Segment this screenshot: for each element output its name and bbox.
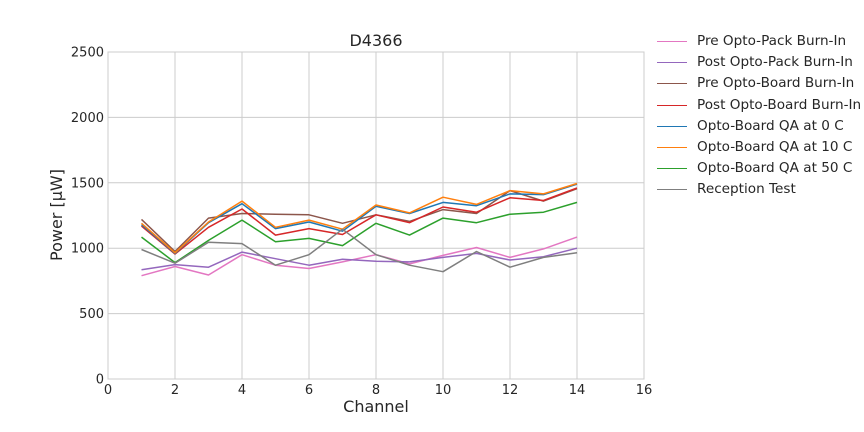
- series-lines: [140, 182, 578, 277]
- series-line-7: [141, 201, 578, 264]
- legend-swatch: [657, 168, 687, 170]
- legend-label: Pre Opto-Board Burn-In: [697, 75, 855, 92]
- x-tick-label: 16: [636, 383, 653, 398]
- legend-swatch: [657, 125, 687, 127]
- legend-swatch: [657, 62, 687, 64]
- y-tick-label: 2500: [71, 46, 104, 61]
- legend-swatch: [657, 104, 687, 106]
- legend-item: Opto-Board QA at 0 C: [655, 116, 860, 137]
- series-line-6: [141, 182, 578, 254]
- x-tick-label: 8: [372, 383, 380, 398]
- y-tick-label: 500: [79, 307, 104, 322]
- chart-title: D4366: [349, 31, 402, 50]
- tick-labels: 0 2 4 6 8 10 12 14 16 0 500 1000 1500 2000 2500: [71, 46, 652, 399]
- series-line-5: [141, 183, 578, 255]
- legend-swatch: [657, 189, 687, 191]
- y-tick-label: 2000: [71, 111, 104, 126]
- legend-swatch: [657, 146, 687, 148]
- legend-item: Post Opto-Pack Burn-In: [655, 52, 860, 73]
- x-tick-label: 10: [435, 383, 452, 398]
- plot-area: [107, 51, 645, 380]
- x-tick-label: 14: [569, 383, 586, 398]
- y-tick-label: 1500: [71, 176, 104, 191]
- y-tick-label: 1000: [71, 242, 104, 257]
- series-line-8: [141, 228, 578, 273]
- legend-item: Reception Test: [655, 179, 860, 200]
- legend: Pre Opto-Pack Burn-In Post Opto-Pack Burn…: [655, 31, 862, 201]
- legend-label: Opto-Board QA at 10 C: [697, 138, 853, 155]
- y-tick-label: 0: [96, 373, 104, 388]
- x-axis-label: Channel: [343, 397, 409, 416]
- x-tick-label: 0: [104, 383, 112, 398]
- series-line-2: [141, 247, 578, 271]
- legend-item: Opto-Board QA at 10 C: [655, 137, 860, 158]
- legend-item: Pre Opto-Pack Burn-In: [655, 31, 860, 52]
- x-tick-label: 2: [171, 383, 179, 398]
- legend-swatch: [657, 41, 687, 42]
- y-axis-label: Power [μW]: [47, 169, 66, 261]
- legend-label: Post Opto-Board Burn-In: [697, 96, 862, 113]
- legend-label: Pre Opto-Pack Burn-In: [697, 33, 847, 49]
- x-tick-label: 4: [238, 383, 246, 398]
- legend-label: Post Opto-Pack Burn-In: [697, 54, 853, 71]
- legend-item: Post Opto-Board Burn-In: [655, 95, 862, 116]
- legend-label: Opto-Board QA at 50 C: [697, 160, 853, 177]
- legend-label: Opto-Board QA at 0 C: [697, 117, 844, 134]
- series-line-1: [141, 236, 578, 277]
- series-line-4: [141, 187, 578, 255]
- x-tick-label: 12: [502, 383, 519, 398]
- legend-swatch: [657, 83, 687, 85]
- x-tick-label: 6: [305, 383, 313, 398]
- legend-item: Opto-Board QA at 50 C: [655, 158, 860, 179]
- legend-label: Reception Test: [697, 181, 796, 198]
- legend-item: Pre Opto-Board Burn-In: [655, 73, 860, 94]
